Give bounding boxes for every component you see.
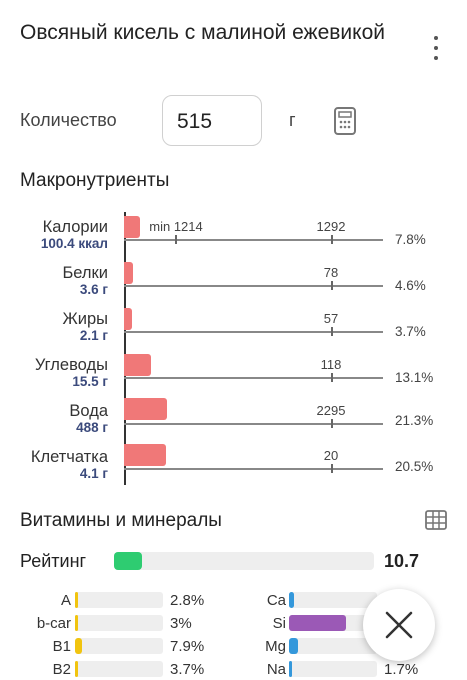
macro-percent: 4.6%: [395, 278, 426, 293]
nutrient-track: [289, 615, 377, 631]
macro-ref-tick: [331, 327, 333, 336]
macro-bar: [124, 444, 166, 466]
macro-bar: [124, 308, 132, 330]
nutrient-name: B1: [52, 638, 71, 655]
more-options-icon[interactable]: [426, 36, 446, 60]
nutrient-name: b-car: [36, 615, 71, 632]
macro-bar: [124, 216, 140, 238]
nutrient-percent: 3%: [170, 615, 192, 632]
rating-value: 10.7: [384, 551, 420, 571]
nutrient-percent: 2.8%: [170, 592, 205, 609]
macros-axis: [124, 212, 126, 485]
quantity-input[interactable]: 515: [162, 95, 262, 146]
macro-ref-tick: [331, 464, 333, 473]
macro-value: 15.5 г: [72, 374, 108, 389]
nutrient-track: [289, 638, 377, 654]
nutrient-percent: 7.9%: [170, 638, 205, 655]
quantity-label: Количество: [20, 110, 117, 130]
nutrient-fill: [75, 615, 78, 631]
rating-label: Рейтинг: [20, 551, 87, 571]
macro-min-tick: [175, 235, 177, 244]
nutrient-name: A: [60, 592, 71, 609]
macro-ref-label: 1292: [316, 219, 346, 234]
macro-name: Вода: [69, 402, 108, 420]
macro-percent: 21.3%: [395, 413, 434, 428]
nutrient-track: [75, 615, 163, 631]
macro-name: Клетчатка: [30, 448, 108, 466]
macro-track: [124, 377, 383, 379]
nutrient-percent: 3.7%: [170, 661, 205, 678]
nutrient-name: B2: [52, 661, 71, 678]
nutrient-track: [75, 638, 163, 654]
macro-ref-tick: [331, 235, 333, 244]
calculator-icon[interactable]: [334, 107, 356, 135]
macro-bar: [124, 398, 168, 420]
macro-value: 100.4 ккал: [40, 236, 108, 251]
nutrient-fill: [75, 638, 82, 654]
nutrient-track: [75, 592, 163, 608]
nutrient-fill: [289, 592, 295, 608]
nutrient-name: Na: [266, 661, 286, 678]
nutrient-name: Si: [272, 615, 286, 632]
vitamins-section-title: Витамины и минералы: [20, 510, 222, 531]
macro-track: [124, 331, 383, 333]
nutrient-track: [289, 592, 377, 608]
macro-track: [124, 423, 383, 425]
nutrient-fill: [289, 661, 292, 677]
macro-ref-label: 78: [323, 265, 339, 280]
macro-percent: 7.8%: [395, 232, 426, 247]
nutrient-track: [75, 661, 163, 677]
macro-percent: 3.7%: [395, 324, 426, 339]
macro-name: Белки: [62, 264, 108, 282]
macro-value: 3.6 г: [79, 282, 108, 297]
macro-value: 2.1 г: [79, 328, 108, 343]
macro-bar: [124, 354, 151, 376]
macro-track: [124, 239, 383, 241]
page-title: Овсяный кисель с малиной ежевикой: [20, 21, 385, 44]
macro-ref-label: 20: [323, 448, 339, 463]
macros-section-title: Макронутриенты: [20, 170, 170, 191]
rating-fill: [114, 552, 142, 570]
macro-track: [124, 468, 383, 470]
macro-name: Калории: [42, 218, 108, 236]
macro-ref-label: 2295: [316, 403, 346, 418]
macro-name: Жиры: [62, 310, 109, 328]
quantity-unit: г: [289, 110, 296, 130]
nutrient-track: [289, 661, 377, 677]
macro-percent: 13.1%: [395, 370, 434, 385]
rating-track: [114, 552, 374, 570]
nutrient-fill: [289, 615, 347, 631]
macro-ref-tick: [331, 281, 333, 290]
close-icon: [385, 611, 413, 639]
macro-name: Углеводы: [34, 356, 108, 374]
macro-value: 4.1 г: [79, 466, 108, 481]
nutrient-fill: [289, 638, 298, 654]
macro-percent: 20.5%: [395, 459, 434, 474]
nutrient-name: Mg: [265, 638, 286, 655]
close-button[interactable]: [363, 589, 435, 661]
macro-track: [124, 285, 383, 287]
macro-value: 488 г: [76, 420, 108, 435]
macro-ref-tick: [331, 419, 333, 428]
nutrient-percent: 1.7%: [384, 661, 419, 678]
macro-ref-label: 118: [320, 357, 342, 372]
macro-min-label: min 1214: [149, 219, 203, 234]
nutrient-fill: [75, 661, 79, 677]
nutrient-name: Ca: [266, 592, 286, 609]
macro-bar: [124, 262, 134, 284]
macro-ref-tick: [331, 373, 333, 382]
table-icon[interactable]: [425, 510, 447, 530]
nutrient-fill: [75, 592, 78, 608]
macro-ref-label: 57: [323, 311, 339, 326]
